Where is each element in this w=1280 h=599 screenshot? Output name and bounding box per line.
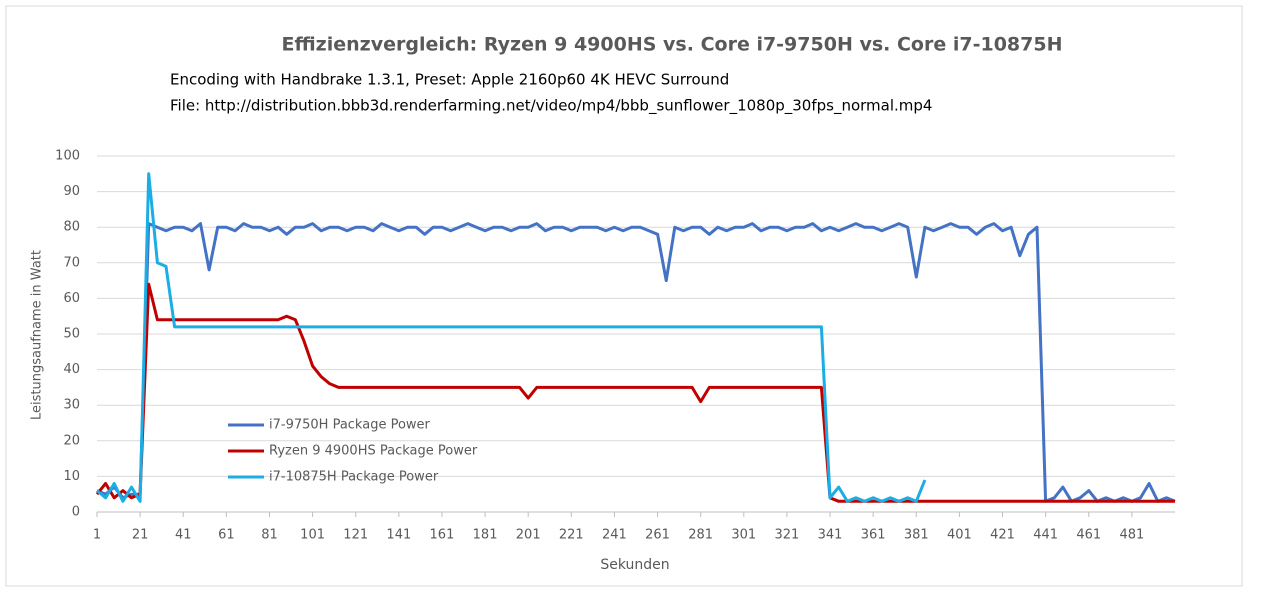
y-axis-label: Leistungsaufname in Watt: [30, 250, 45, 420]
x-tick-label: 121: [343, 528, 368, 543]
y-tick-label: 50: [63, 327, 80, 342]
x-tick-label: 221: [559, 528, 584, 543]
x-tick-label: 441: [1033, 528, 1058, 543]
x-tick-label: 1: [93, 528, 101, 543]
y-tick-label: 90: [63, 184, 80, 199]
x-tick-label: 41: [175, 528, 192, 543]
y-tick-label: 40: [63, 362, 80, 377]
legend-label: Ryzen 9 4900HS Package Power: [269, 444, 478, 459]
x-tick-label: 161: [430, 528, 455, 543]
x-tick-label: 21: [132, 528, 149, 543]
y-tick-label: 80: [63, 220, 80, 235]
subtitle: Encoding with Handbrake 1.3.1, Preset: A…: [170, 71, 729, 89]
x-tick-label: 321: [775, 528, 800, 543]
x-tick-label: 481: [1119, 528, 1144, 543]
x-tick-label: 181: [473, 528, 498, 543]
chart-title: Effizienzvergleich: Ryzen 9 4900HS vs. C…: [282, 34, 1063, 56]
x-tick-label: 201: [516, 528, 541, 543]
x-tick-label: 81: [261, 528, 278, 543]
subtitle: File: http://distribution.bbb3d.renderfa…: [170, 97, 932, 116]
x-tick-label: 461: [1076, 528, 1101, 543]
x-tick-label: 281: [688, 528, 713, 543]
y-tick-label: 20: [63, 433, 80, 448]
x-tick-label: 241: [602, 528, 627, 543]
x-tick-label: 421: [990, 528, 1015, 543]
y-tick-label: 0: [72, 505, 80, 520]
y-tick-label: 60: [63, 291, 80, 306]
y-tick-label: 70: [63, 255, 80, 270]
x-tick-label: 341: [818, 528, 843, 543]
line-series: [96, 172, 927, 503]
legend-label: i7-10875H Package Power: [269, 470, 439, 485]
line-series: [95, 282, 1175, 503]
x-tick-label: 141: [386, 528, 411, 543]
x-axis-label: Sekunden: [600, 557, 669, 573]
x-tick-label: 61: [218, 528, 235, 543]
x-tick-label: 361: [861, 528, 886, 543]
chart-area: [5, 5, 1243, 587]
x-tick-label: 101: [300, 528, 325, 543]
x-tick-label: 381: [904, 528, 929, 543]
legend-label: i7-9750H Package Power: [269, 418, 431, 433]
y-tick-label: 10: [63, 469, 80, 484]
x-tick-label: 401: [947, 528, 972, 543]
y-tick-label: 30: [63, 398, 80, 413]
x-tick-label: 301: [731, 528, 756, 543]
line-series: [96, 222, 1176, 503]
y-tick-label: 100: [55, 149, 80, 164]
x-tick-label: 261: [645, 528, 670, 543]
